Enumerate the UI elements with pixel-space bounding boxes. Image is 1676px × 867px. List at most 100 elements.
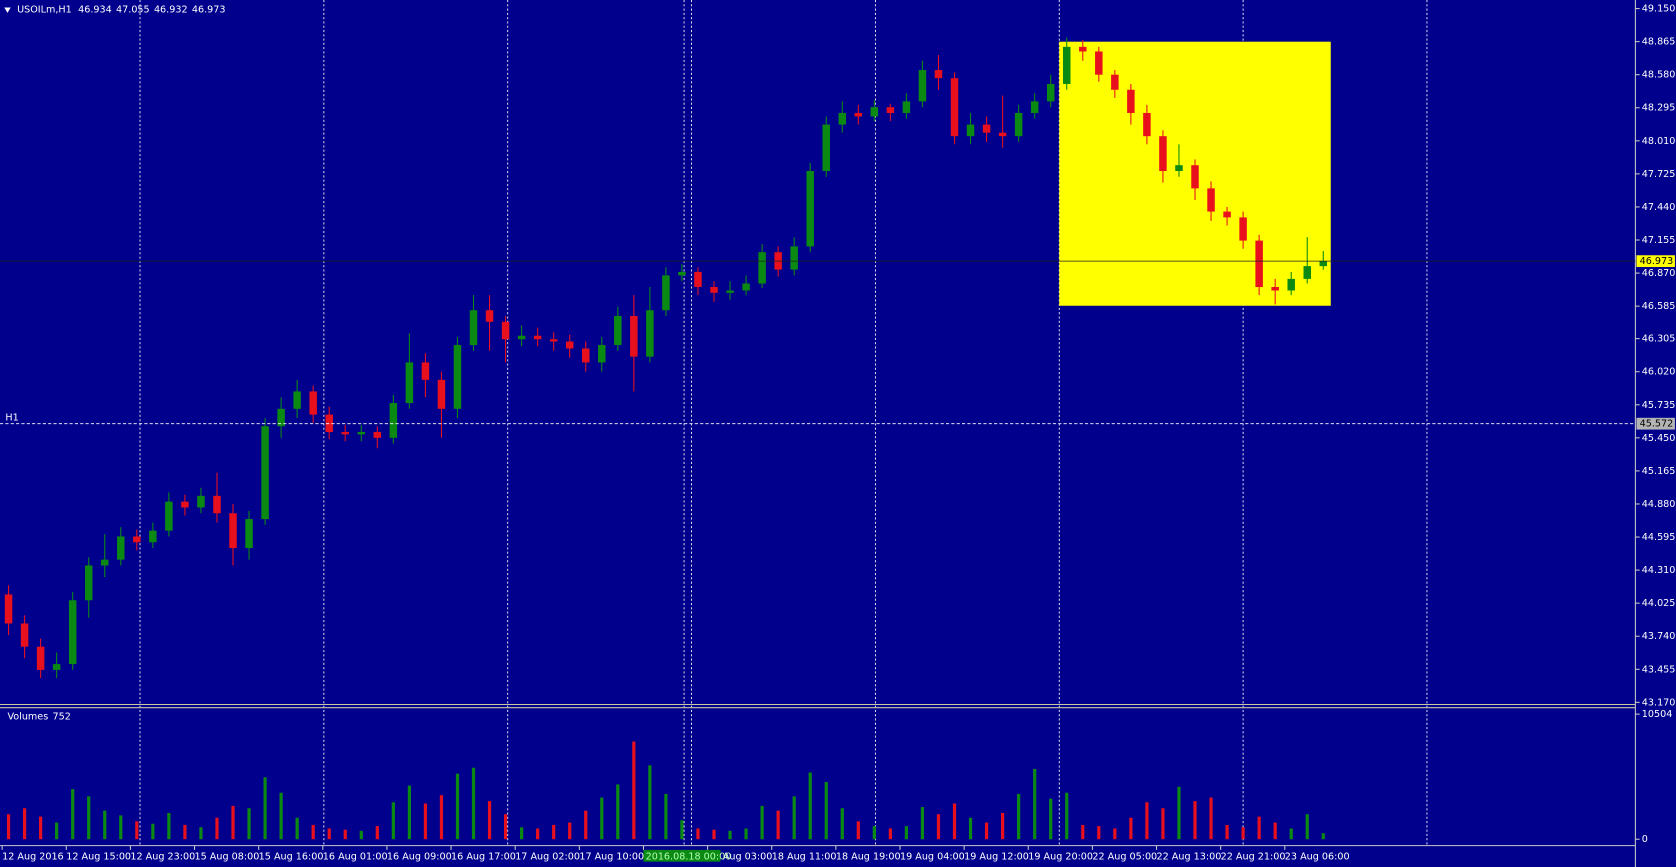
volume-bar: [359, 830, 363, 840]
volume-bar: [1145, 802, 1149, 840]
volume-bar: [568, 822, 572, 840]
candle-body: [998, 132, 1007, 137]
candle-body: [421, 362, 430, 380]
volume-bar: [247, 808, 251, 840]
candle-body: [1111, 74, 1119, 90]
volume-bar: [712, 829, 716, 840]
candle-body: [20, 623, 29, 647]
candle-body: [614, 316, 622, 346]
y-tick-label: 48.865: [1642, 37, 1676, 48]
y-tick-label: 45.735: [1642, 400, 1676, 411]
candle-body: [277, 408, 285, 427]
y-tick-label: 44.025: [1642, 598, 1676, 609]
volume-bar: [584, 810, 588, 840]
x-tick-label: 19 Aug 20:00: [1028, 851, 1093, 862]
candle-body: [213, 495, 221, 514]
candle-body: [806, 170, 814, 247]
y-tick-label: 45.165: [1642, 466, 1676, 477]
candle-body: [1079, 46, 1087, 52]
candle-body: [293, 391, 301, 409]
candle-body: [469, 310, 478, 346]
candle-body: [1143, 112, 1151, 137]
volume-bar: [1225, 824, 1229, 840]
x-tick-label: 12 Aug 23:00: [130, 851, 195, 862]
volume-bar: [888, 828, 892, 840]
candle-body: [68, 600, 77, 665]
candle-body: [1255, 240, 1263, 288]
candle-body: [84, 565, 93, 601]
volume-bar: [856, 821, 860, 840]
candle-body: [662, 275, 670, 311]
volume-bar: [311, 824, 315, 840]
volume-bar: [760, 805, 764, 840]
y-tick-label: 10504: [1642, 709, 1673, 720]
candle-body: [117, 536, 125, 560]
candle-body: [950, 78, 959, 137]
volume-bar: [423, 803, 428, 840]
candle-body: [1095, 51, 1103, 75]
candle-body: [133, 536, 141, 543]
candle-body: [934, 70, 943, 79]
volume-bar: [904, 826, 909, 840]
x-tick-label: 17 Aug 10:00: [579, 851, 644, 862]
header: USOILm,H1 46.934 47.055 46.932 46.973: [17, 5, 225, 16]
candle-body: [1062, 46, 1071, 84]
volume-bar: [696, 828, 700, 840]
volume-bar: [680, 820, 684, 840]
volume-bar: [103, 810, 107, 840]
volume-bar: [824, 782, 828, 840]
price-label: 46.973: [1640, 256, 1674, 267]
volume-bar: [119, 815, 123, 840]
x-tick-label: 22 Aug 05:00: [1092, 851, 1157, 862]
volume-bar: [55, 822, 59, 840]
volume-bar: [375, 826, 379, 840]
volume-bar: [407, 785, 411, 840]
candle-body: [630, 316, 638, 357]
y-tick-label: 46.305: [1642, 334, 1676, 345]
x-tick-label: 12 Aug 15:00: [66, 851, 131, 862]
symbol: USOILm,H1: [17, 5, 72, 16]
candle-body: [1175, 165, 1183, 171]
volume-bar: [1065, 792, 1069, 840]
y-tick-label: 43.170: [1642, 697, 1676, 708]
volume-bar: [600, 797, 604, 840]
volume-header: Volumes 752: [7, 711, 70, 722]
volume-bar: [632, 741, 636, 840]
x-tick-label: 18 Aug 11:00: [772, 851, 837, 862]
volume-bar: [295, 817, 299, 840]
price-label-box: [1636, 255, 1675, 268]
candle-body: [694, 271, 702, 288]
volume-bar: [1289, 828, 1293, 840]
cursor-label-box: [643, 849, 721, 862]
volume-bar: [616, 784, 620, 840]
candle-body: [710, 287, 718, 293]
candle-body: [758, 252, 766, 284]
y-tick-label: 46.020: [1642, 367, 1676, 378]
volume-bar: [1161, 808, 1165, 840]
volume-bar: [536, 828, 540, 840]
volume-bar: [1017, 793, 1021, 840]
volume-bar: [968, 817, 973, 840]
volume-bar: [1113, 828, 1117, 840]
candle-body: [1191, 165, 1199, 189]
candle-body: [1159, 136, 1167, 171]
volume-bar: [215, 817, 219, 840]
volume-bar: [520, 827, 524, 840]
y-tick-label: 48.295: [1642, 103, 1676, 114]
candle-body: [373, 432, 382, 438]
candle-body: [822, 124, 830, 171]
volume-bar: [1097, 826, 1101, 840]
menu-icon[interactable]: [4, 7, 11, 13]
volume-bar: [167, 813, 171, 840]
volume-bar: [1081, 824, 1085, 840]
y-tick-label: 43.455: [1642, 664, 1676, 675]
candle-body: [1271, 287, 1279, 291]
candle-body: [1046, 83, 1055, 102]
x-tick-label: 15 Aug 08:00: [195, 851, 260, 862]
candle-body: [982, 124, 991, 133]
volume-bar: [1129, 817, 1133, 840]
candle-body: [902, 101, 911, 113]
candle-body: [389, 403, 398, 438]
